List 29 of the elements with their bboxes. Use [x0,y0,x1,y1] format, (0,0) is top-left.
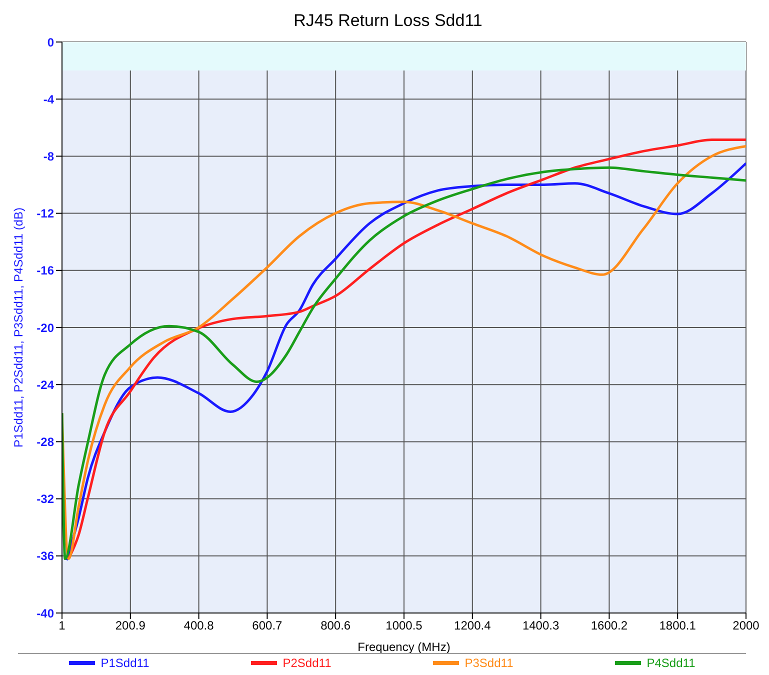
y-tick-label: -40 [36,606,54,620]
y-tick-label: -36 [36,549,54,564]
x-tick-label: 1800.1 [659,618,696,633]
legend-label: P1Sdd11 [100,656,150,670]
x-tick-label: 400.8 [184,618,214,633]
y-tick-label: -20 [36,320,54,335]
y-tick-label: -4 [43,92,54,106]
x-tick-label: 1600.2 [590,618,628,633]
y-tick-label: -24 [36,378,54,392]
x-tick-label: 1200.4 [454,618,492,633]
y-tick-label: -32 [36,492,54,506]
x-tick-label: 1000.5 [386,618,423,633]
y-tick-label: -28 [36,434,54,449]
x-tick-label: 2000 [732,618,760,633]
x-tick-label: 1 [58,618,66,633]
x-tick-label: 600.7 [252,618,283,633]
chart-title: RJ45 Return Loss Sdd11 [292,10,484,32]
y-tick-label: -8 [43,149,54,164]
x-axis-title: Frequency (MHz) [358,640,450,654]
x-tick-label: 200.9 [115,618,146,633]
legend-label: P3Sdd11 [464,656,514,670]
y-tick-label: 0 [47,35,54,50]
x-tick-label: 800.6 [320,618,351,633]
legend-label: P2Sdd11 [282,656,332,670]
x-tick-label: 1400.3 [522,618,560,633]
y-axis-title: P1Sdd11, P2Sdd11, P3Sdd11, P4Sdd11 (dB) [11,208,26,448]
y-tick-label: -12 [36,206,54,221]
legend-label: P4Sdd11 [646,656,696,670]
y-tick-label: -16 [36,264,54,278]
